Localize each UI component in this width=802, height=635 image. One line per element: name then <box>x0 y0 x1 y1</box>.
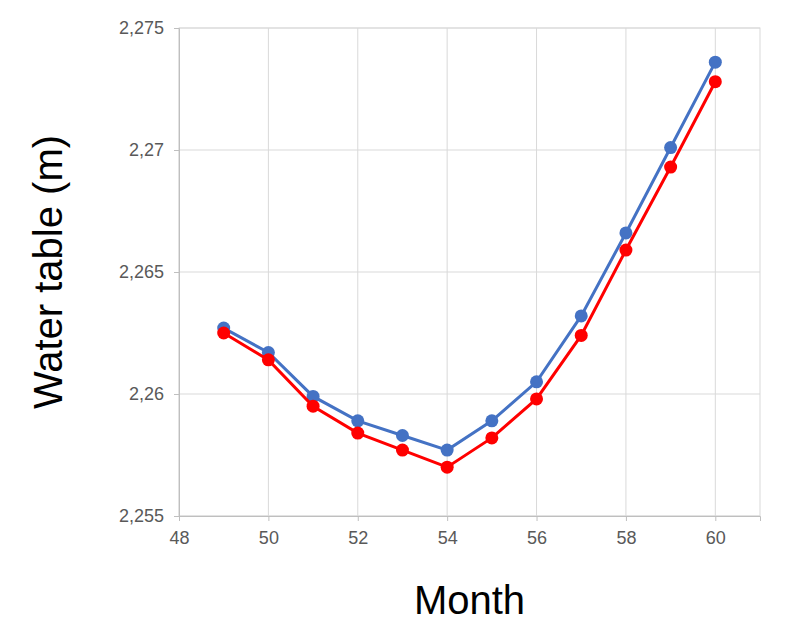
series-point <box>485 431 498 444</box>
x-axis-line <box>180 517 761 522</box>
y-tick-mark <box>174 150 179 151</box>
x-tick-label: 60 <box>706 528 726 548</box>
chart: 48 50 52 54 56 58 60 2,255 2,26 2,265 2,27 2,275 Mon… <box>0 0 802 635</box>
x-tick: 50 <box>259 516 279 548</box>
y-tick-mark <box>174 516 179 517</box>
y-tick: 2,265 <box>119 262 179 282</box>
grid-line-y <box>179 272 760 273</box>
x-tick-label: 56 <box>527 528 547 548</box>
x-tick-mark <box>268 516 269 521</box>
series <box>217 75 722 474</box>
y-tick: 2,27 <box>129 140 179 160</box>
series-line <box>224 82 716 468</box>
y-tick-label: 2,275 <box>119 18 164 38</box>
series-point <box>307 400 320 413</box>
x-tick: 58 <box>616 516 636 548</box>
series-point <box>441 444 454 457</box>
x-tick-mark <box>626 516 627 521</box>
x-tick: 54 <box>438 516 458 548</box>
x-tick: 52 <box>348 516 368 548</box>
x-tick: 48 <box>169 516 189 548</box>
series-point <box>217 327 230 340</box>
series-point <box>441 461 454 474</box>
x-tick-label: 48 <box>169 528 189 548</box>
y-tick-label: 2,265 <box>119 262 164 282</box>
x-tick-mark <box>358 516 359 521</box>
series-point <box>709 75 722 88</box>
y-tick-label: 2,26 <box>129 384 164 404</box>
y-axis: 2,255 2,26 2,265 2,27 2,275 <box>119 18 180 526</box>
x-axis: 48 50 52 54 56 58 60 <box>169 516 760 548</box>
series-point <box>351 414 364 427</box>
series-point <box>530 375 543 388</box>
series-point <box>351 427 364 440</box>
series-point <box>575 329 588 342</box>
series-point <box>575 309 588 322</box>
x-tick: 56 <box>527 516 547 548</box>
plot-frame <box>179 28 760 516</box>
series-point <box>664 141 677 154</box>
series-point <box>262 353 275 366</box>
grid-line-y <box>179 394 760 395</box>
x-tick-label: 52 <box>348 528 368 548</box>
grid <box>179 28 760 516</box>
x-tick-mark <box>447 516 448 521</box>
y-tick-label: 2,27 <box>129 140 164 160</box>
y-axis-title: Water table (m) <box>26 135 70 409</box>
series-point <box>619 226 632 239</box>
y-tick-label: 2,255 <box>119 506 164 526</box>
series-point <box>396 444 409 457</box>
x-axis-title: Month <box>414 578 525 622</box>
series-point <box>709 56 722 69</box>
x-tick-label: 58 <box>616 528 636 548</box>
x-tick-mark <box>537 516 538 521</box>
y-tick-mark <box>174 28 179 29</box>
marks <box>217 56 722 474</box>
plot: 48 50 52 54 56 58 60 2,255 2,26 2,265 2,27 2,275 <box>119 18 761 548</box>
y-tick-mark <box>174 272 179 273</box>
y-tick-mark <box>174 394 179 395</box>
x-tick-mark <box>715 516 716 521</box>
y-tick: 2,26 <box>129 384 179 404</box>
x-tick-label: 54 <box>438 528 458 548</box>
series-point <box>396 429 409 442</box>
series-point <box>530 392 543 405</box>
series-point <box>619 244 632 257</box>
series <box>217 56 722 457</box>
y-tick: 2,275 <box>119 18 179 38</box>
y-axis-line <box>174 29 180 517</box>
x-tick-label: 50 <box>259 528 279 548</box>
series-point <box>664 161 677 174</box>
x-tick: 60 <box>706 516 726 548</box>
y-tick: 2,255 <box>119 506 179 526</box>
series-point <box>485 414 498 427</box>
